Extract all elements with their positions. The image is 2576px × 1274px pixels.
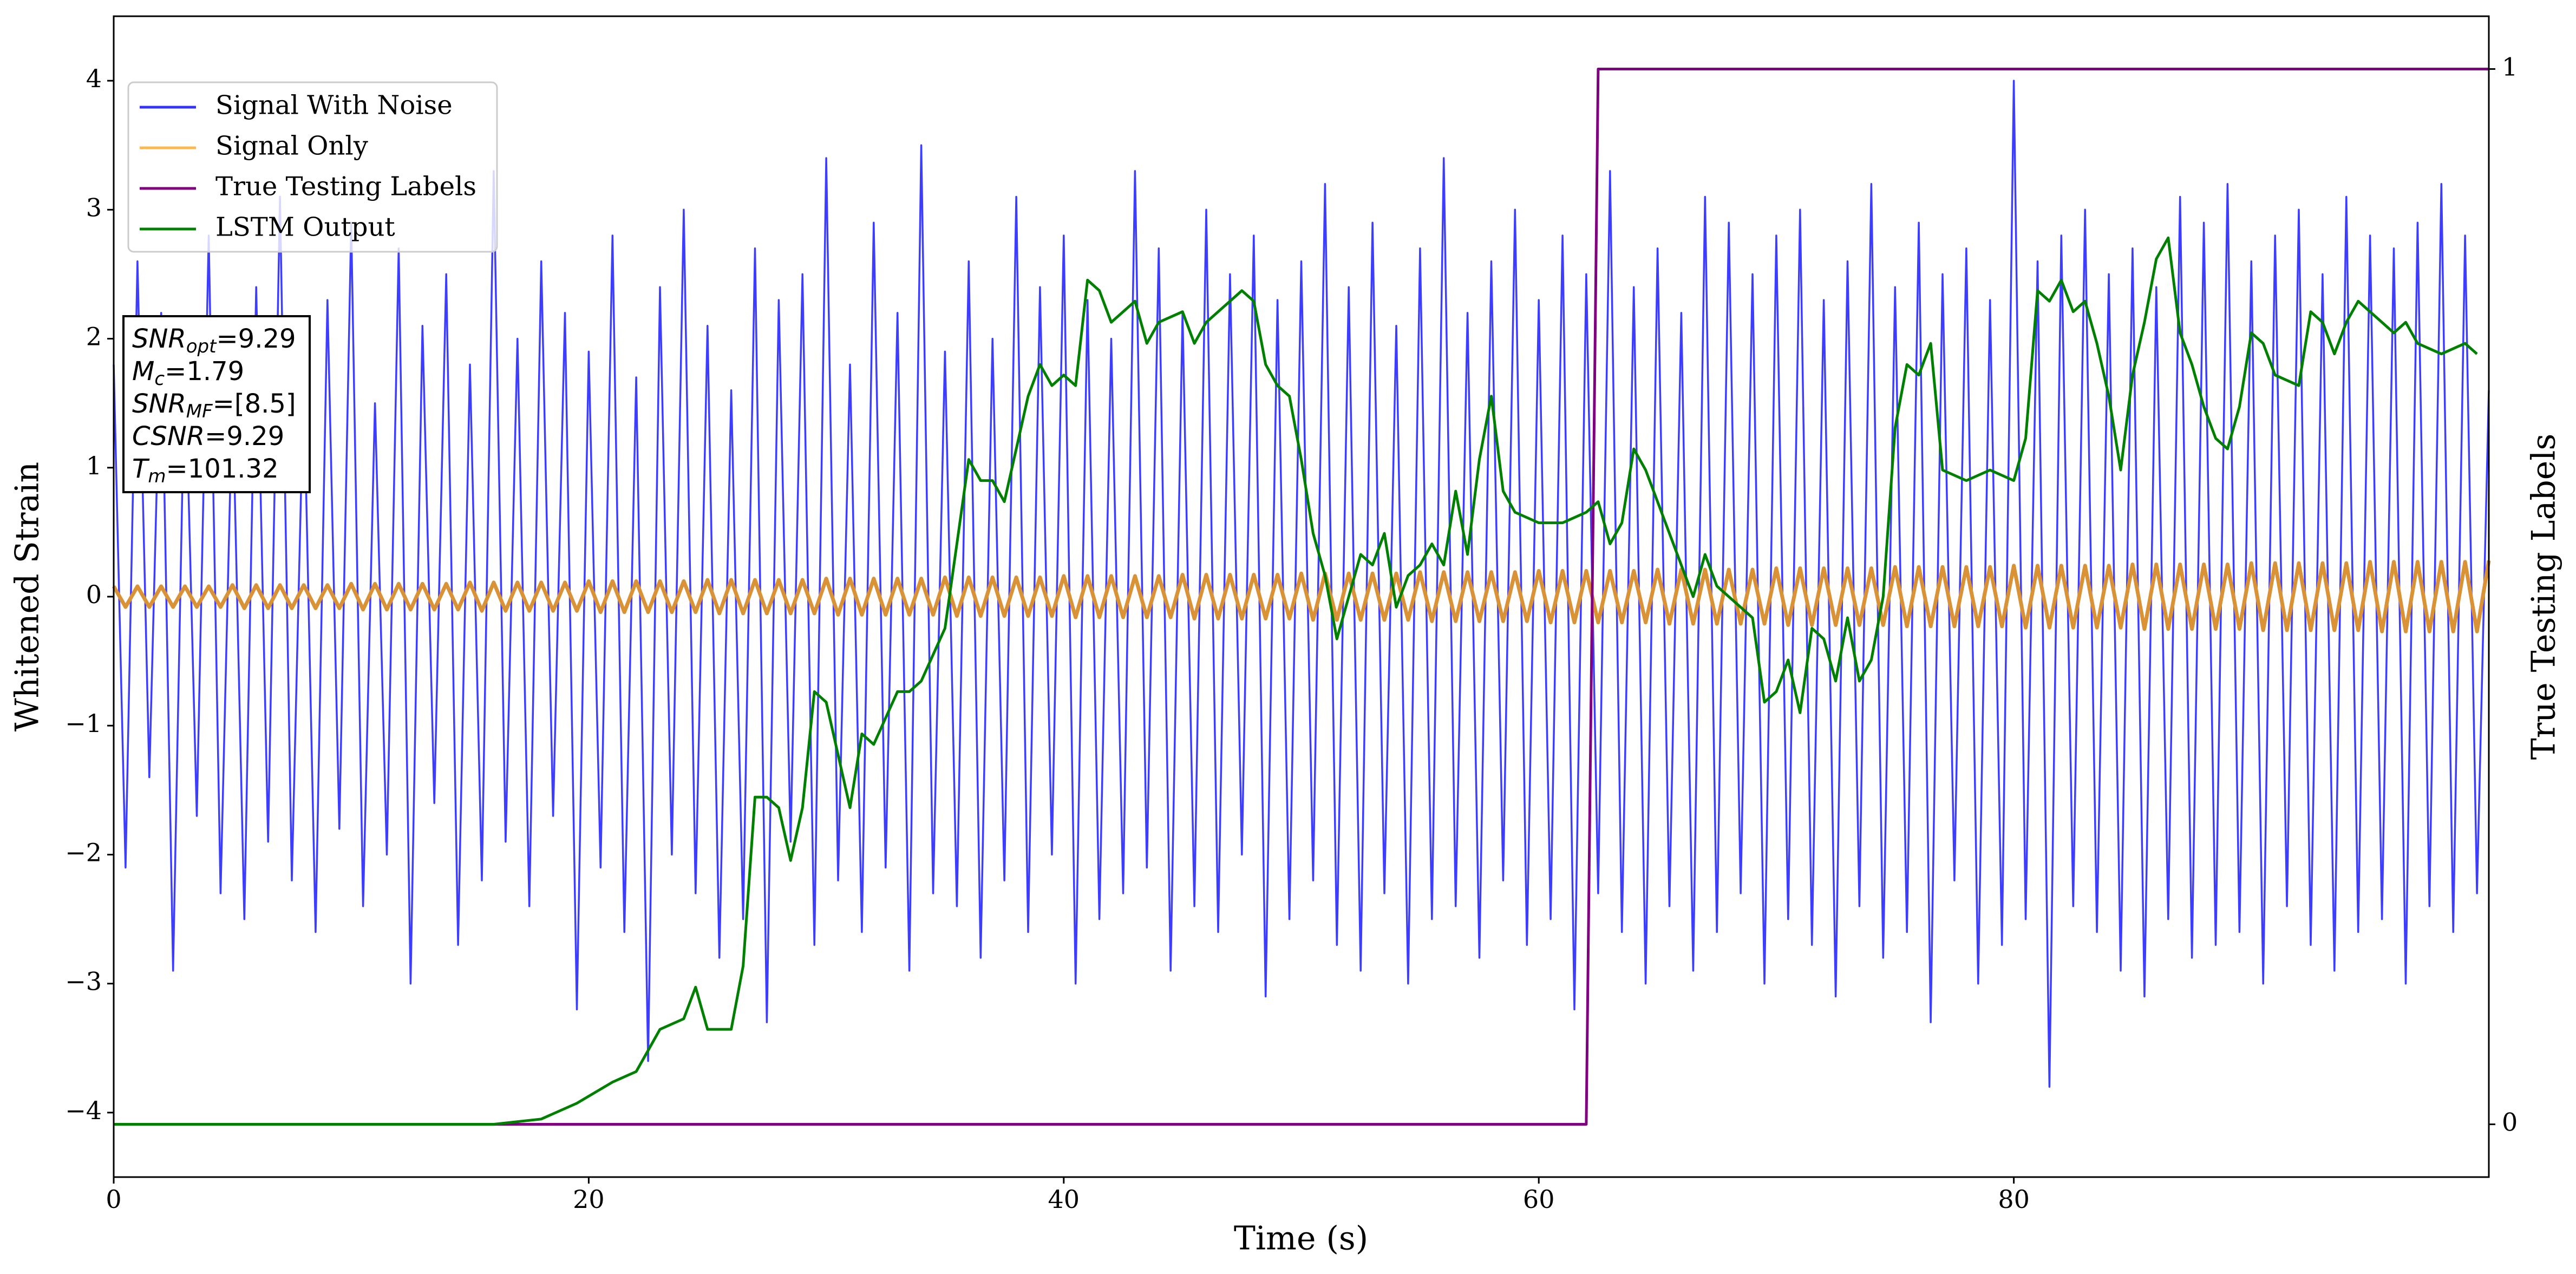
annotation-subscript: c [154, 368, 165, 390]
y-axis-label: Whitened Strain [9, 462, 47, 731]
y-tick-label: −3 [65, 967, 102, 996]
annotation-subscript: m [148, 466, 166, 487]
x-tick-label: 60 [1523, 1185, 1555, 1214]
y-tick-label: 4 [86, 64, 102, 93]
series-line [113, 80, 2490, 1088]
annotation-subscript: MF [186, 401, 213, 422]
annotation-line: SNRMF=[8.5] [132, 389, 296, 422]
legend-label: Signal With Noise [215, 90, 453, 121]
annotation-value: =1.79 [165, 356, 244, 387]
annotation-symbol: T [132, 454, 150, 484]
annotation-symbol: M [132, 356, 154, 387]
x-tick-label: 0 [106, 1185, 121, 1214]
y2-tick-label: 1 [2502, 52, 2518, 81]
annotation-box: SNRopt=9.29Mc=1.79SNRMF=[8.5]CSNR=9.29Tm… [122, 315, 311, 493]
annotation-line: Mc=1.79 [132, 356, 244, 390]
y-tick-label: 3 [86, 193, 102, 222]
series-line [114, 68, 2489, 1126]
annotation-symbol: SNR [132, 324, 186, 354]
plot-area [112, 68, 2491, 1126]
x-tick-label: 80 [1998, 1185, 2030, 1214]
annotation-symbol: CSNR [132, 421, 205, 452]
annotation-subscript: opt [186, 336, 217, 357]
annotation-frame [122, 315, 311, 493]
legend-label: True Testing Labels [215, 172, 476, 202]
legend-label: LSTM Output [215, 212, 395, 243]
y-tick-label: −1 [65, 709, 102, 738]
x-tick-label: 20 [573, 1185, 605, 1214]
annotation-value: =9.29 [205, 421, 284, 452]
y-tick-label: 2 [86, 322, 102, 351]
x-axis-label: Time (s) [1234, 1220, 1368, 1258]
y2-axis-label: True Testing Labels [2525, 434, 2563, 760]
annotation-line: SNRopt=9.29 [132, 324, 296, 357]
annotation-value: =9.29 [216, 324, 296, 354]
annotation-symbol: SNR [132, 389, 186, 419]
annotation-line: Tm=101.32 [132, 454, 279, 487]
y-tick-label: 0 [86, 580, 102, 609]
y-tick-label: 1 [86, 451, 102, 480]
y-tick-label: −4 [65, 1096, 102, 1125]
annotation-value: =101.32 [166, 454, 278, 484]
legend-frame [127, 81, 498, 253]
annotation-value: =[8.5] [213, 389, 296, 419]
y2-tick-label: 0 [2502, 1108, 2518, 1137]
annotation-line: CSNR=9.29 [132, 421, 284, 452]
series-line [112, 560, 2491, 633]
series-line [114, 236, 2478, 1126]
x-tick-label: 40 [1048, 1185, 1080, 1214]
y-tick-label: −2 [65, 838, 102, 867]
legend: Signal With Noise Signal Only True Testing… [127, 81, 498, 253]
legend-label: Signal Only [215, 131, 368, 161]
